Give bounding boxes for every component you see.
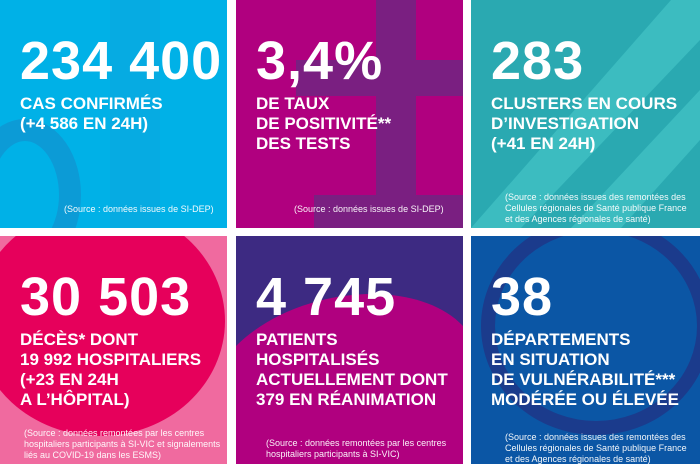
tile-hospitalized: 4 745 PATIENTS HOSPITALISÉS ACTUELLEMENT…	[236, 236, 463, 464]
clusters-number: 283	[491, 31, 585, 91]
source-note: (Source : données remontées par les cent…	[24, 428, 221, 460]
hospitalized-number: 4 745	[256, 267, 397, 327]
confirmed-cases-number: 234 400	[20, 31, 223, 91]
hospitalized-label: PATIENTS HOSPITALISÉS ACTUELLEMENT DONT …	[256, 330, 448, 409]
tile-vulnerable-departments: 38 DÉPARTEMENTS EN SITUATION DE VULNÉRAB…	[471, 236, 700, 464]
departments-label: DÉPARTEMENTS EN SITUATION DE VULNÉRABILI…	[491, 330, 679, 409]
tile-deaths: 30 503 DÉCÈS* DONT 19 992 HOSPITALIERS (…	[0, 236, 227, 464]
source-note: (Source : données issues de SI-DEP)	[64, 204, 214, 214]
confirmed-cases-label: CAS CONFIRMÉS (+4 586 EN 24H)	[20, 94, 163, 133]
source-note: (Source : données remontées par les cent…	[266, 438, 447, 459]
positivity-rate-label: DE TAUX DE POSITIVITÉ** DES TESTS	[256, 94, 392, 153]
magnifier-decoration	[481, 236, 700, 435]
deaths-number: 30 503	[20, 267, 192, 327]
tile-confirmed-cases: 234 400 CAS CONFIRMÉS (+4 586 EN 24H) (S…	[0, 0, 227, 228]
shape-decoration	[236, 293, 463, 464]
tile-positivity-rate: 3,4% DE TAUX DE POSITIVITÉ** DES TESTS (…	[236, 0, 463, 228]
plus-decoration	[296, 0, 463, 228]
tile-clusters: 283 CLUSTERS EN COURS D’INVESTIGATION (+…	[471, 0, 700, 228]
departments-number: 38	[491, 267, 554, 327]
arrow-decoration	[471, 0, 700, 228]
positivity-rate-number: 3,4%	[256, 31, 384, 91]
digit-decoration	[0, 0, 160, 228]
clusters-label: CLUSTERS EN COURS D’INVESTIGATION (+41 E…	[491, 94, 678, 153]
circle-decoration	[0, 236, 225, 436]
source-note: (Source : données issues des remontées d…	[505, 192, 687, 224]
source-note: (Source : données issues de SI-DEP)	[294, 204, 444, 214]
deaths-label: DÉCÈS* DONT 19 992 HOSPITALIERS (+23 EN …	[20, 330, 202, 409]
source-note: (Source : données issues des remontées d…	[505, 432, 687, 464]
